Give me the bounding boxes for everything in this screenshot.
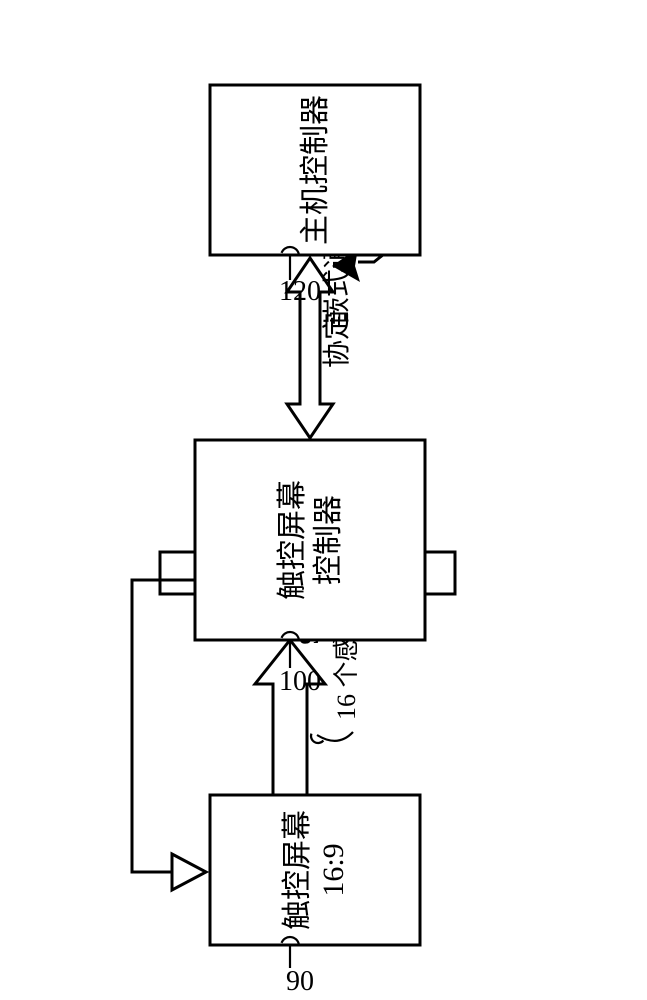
block-label: 触控屏幕 <box>276 480 309 600</box>
svg-text:协定: 协定 <box>321 312 353 368</box>
svg-text:90: 90 <box>286 966 314 997</box>
block-label: 控制器 <box>312 495 345 585</box>
block-ts <box>210 795 420 945</box>
block-ts-ctrl <box>195 440 425 640</box>
block-label: 主机控制器 <box>299 95 332 245</box>
svg-text:100: 100 <box>279 666 321 697</box>
block-label: 触控屏幕 <box>281 810 314 930</box>
block-label: 16:9 <box>317 843 350 896</box>
svg-text:120: 120 <box>279 276 321 307</box>
block-diagram: 110嵌式通讯协定16 个感测信号9个驱动信号9个驱动信号主机控制器120触控屏… <box>0 0 647 1000</box>
